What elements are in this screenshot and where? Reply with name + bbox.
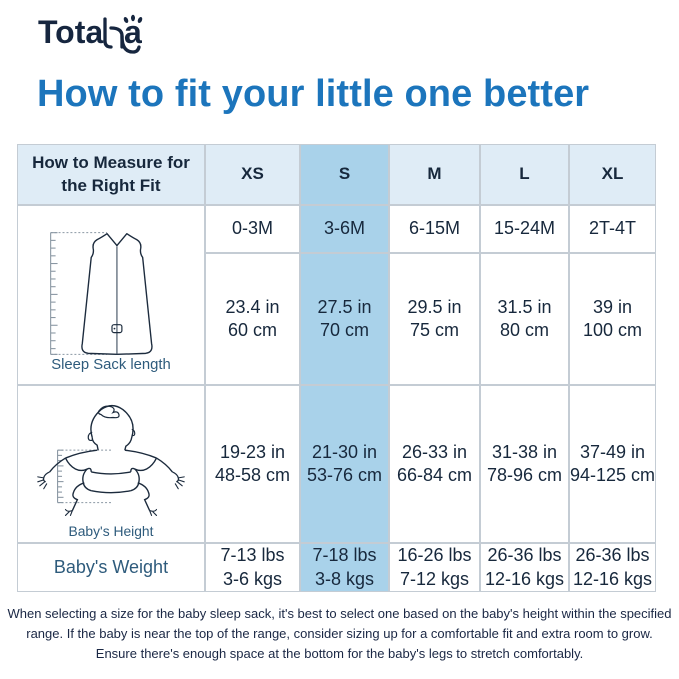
svg-text:a: a	[124, 14, 142, 50]
svg-text:Baby's Height: Baby's Height	[69, 523, 154, 539]
svg-text:Tota: Tota	[38, 14, 103, 50]
svg-text:Sleep Sack length: Sleep Sack length	[51, 357, 171, 373]
